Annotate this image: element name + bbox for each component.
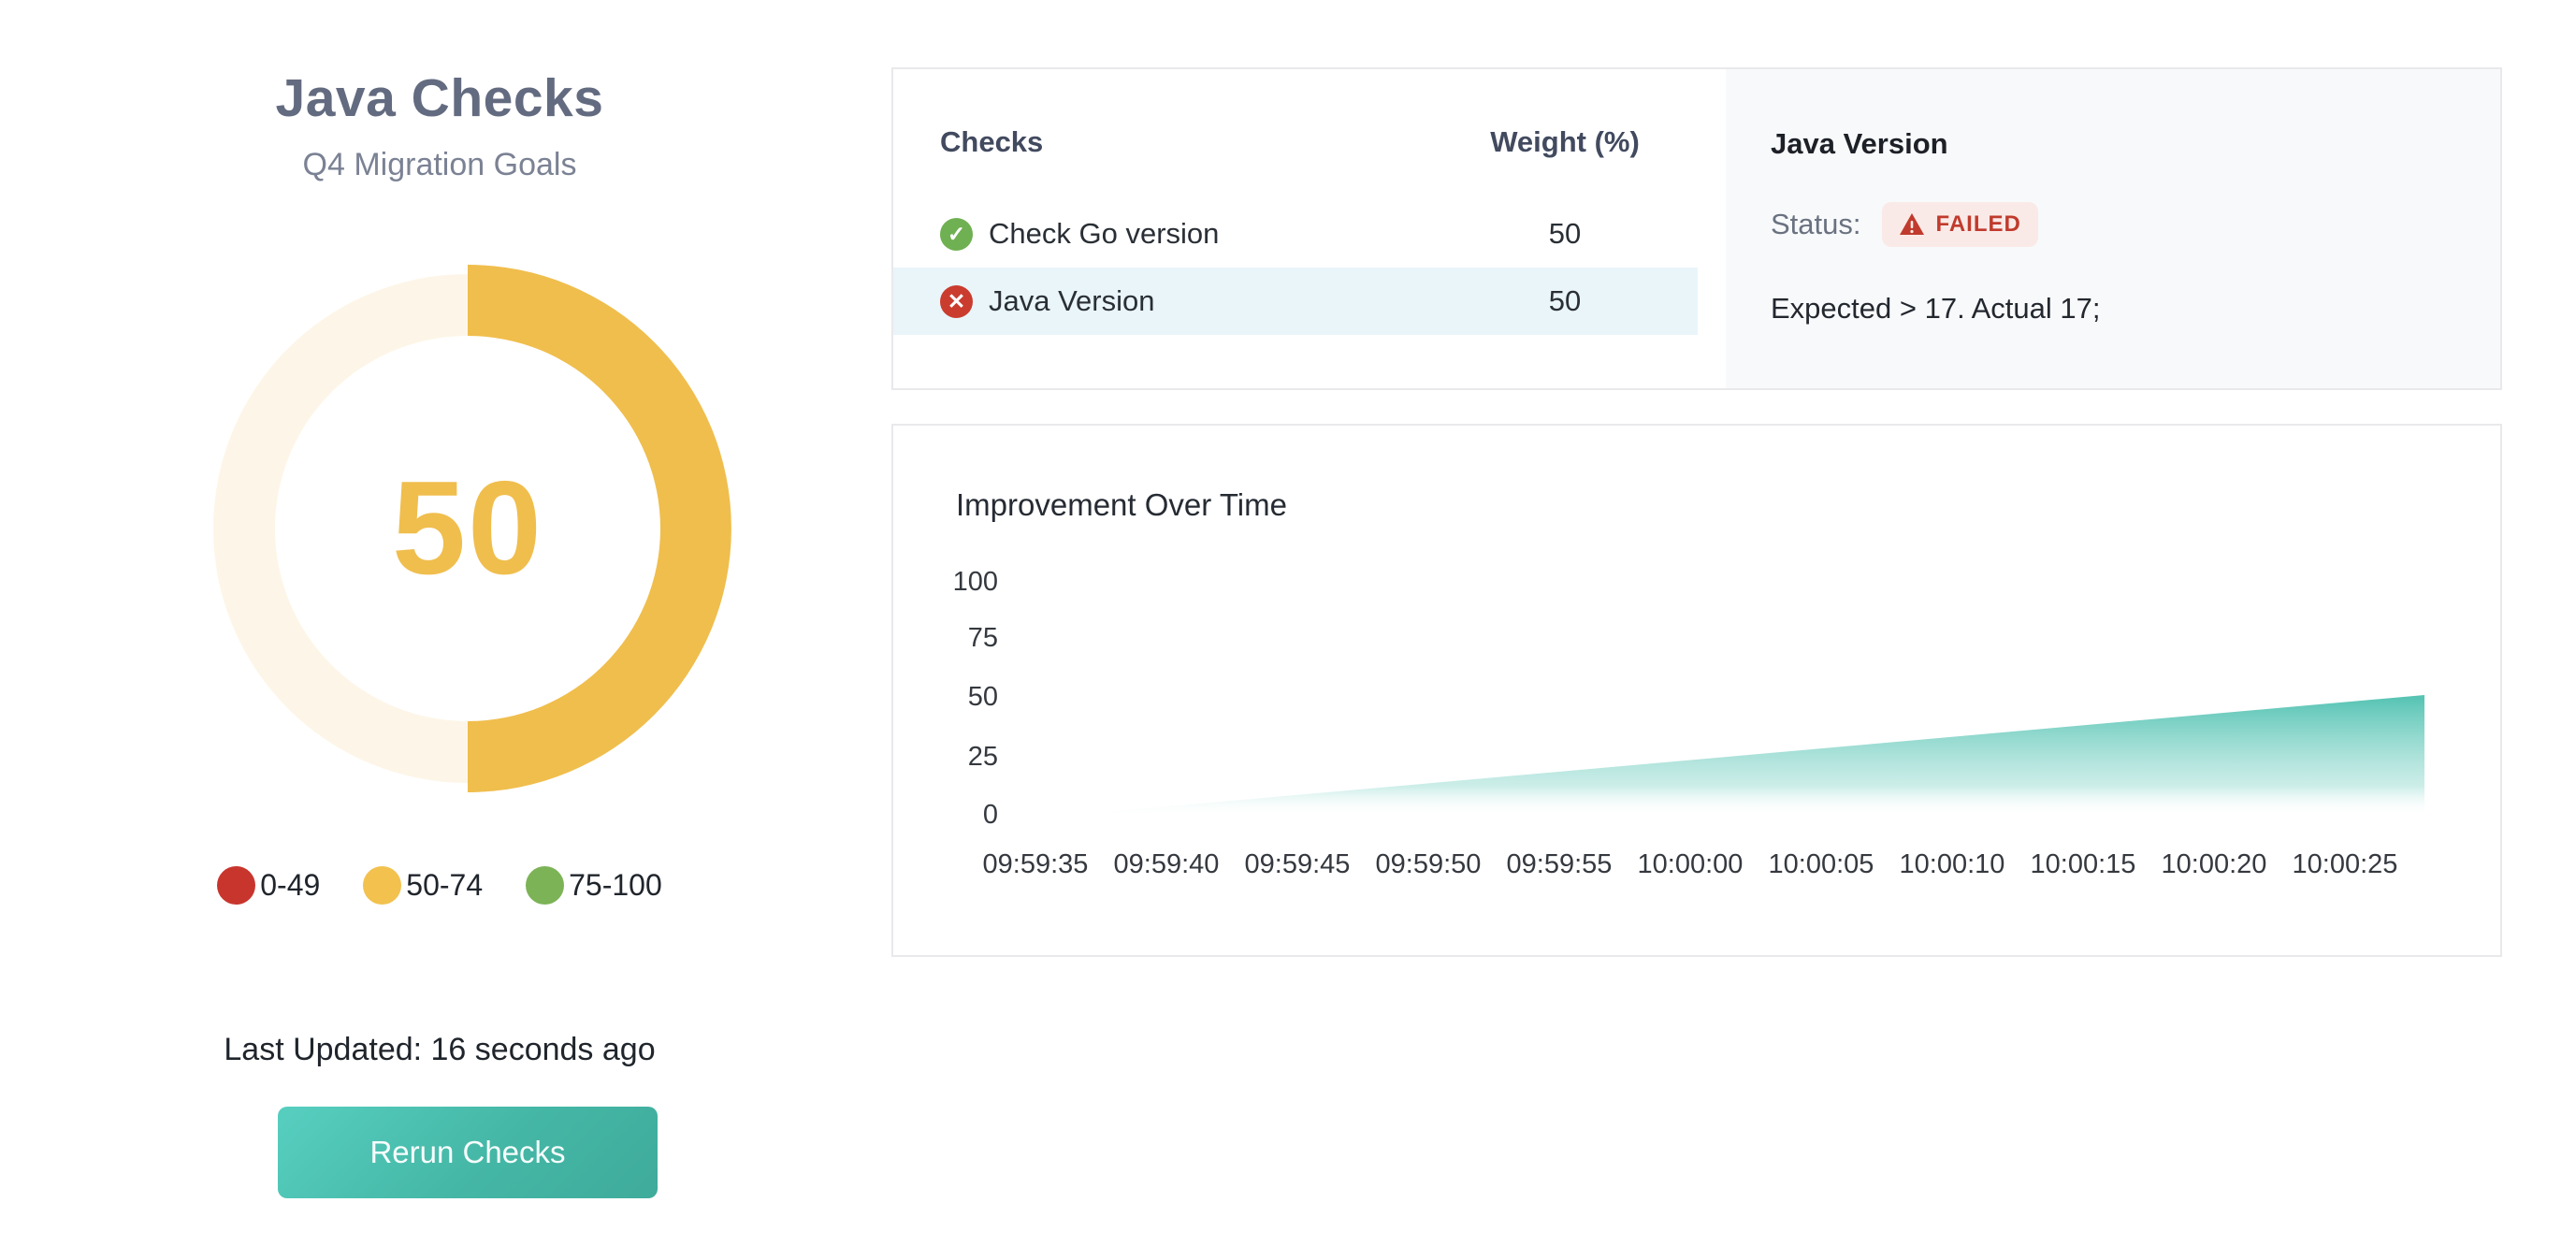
status-badge: FAILED: [1881, 202, 2038, 247]
gauge-track-segment: [213, 274, 468, 783]
legend-dot-green: [526, 866, 565, 905]
status-line: Status: FAILED: [1771, 202, 2455, 247]
legend-dot-amber: [363, 866, 402, 905]
legend-dot-red: [217, 866, 256, 905]
x-tick-10: 10:00:25: [2293, 849, 2398, 879]
x-tick-5: 10:00:00: [1638, 849, 1744, 879]
check-circle-icon: ✓: [940, 217, 973, 251]
y-tick-75: 75: [968, 623, 998, 653]
x-tick-6: 10:00:05: [1769, 849, 1874, 879]
checks-card: Checks Weight (%) ✓ Check Go version 50 …: [891, 67, 2502, 390]
legend-label: 75-100: [569, 868, 662, 902]
table-row-check-go-version[interactable]: ✓ Check Go version 50: [893, 200, 1698, 268]
detail-message: Expected > 17. Actual 17;: [1771, 292, 2101, 325]
legend-item-high: 75-100: [526, 866, 662, 905]
check-name: Java Version: [989, 284, 1155, 317]
checks-rows: ✓ Check Go version 50 ✕ Java Version 50: [893, 200, 1698, 335]
check-weight: 50: [1548, 284, 1582, 317]
chart-title: Improvement Over Time: [956, 487, 1287, 522]
legend-item-low: 0-49: [217, 866, 320, 905]
improvement-chart-card: Improvement Over Time 100 75 50 25 0 09:…: [891, 424, 2502, 957]
x-tick-0: 09:59:35: [983, 849, 1089, 879]
page-subtitle: Q4 Migration Goals: [302, 147, 577, 182]
legend-label: 0-49: [260, 868, 321, 902]
check-detail-panel: Java Version Status: FAILED Expected > 1…: [1726, 69, 2500, 388]
cross-circle-icon: ✕: [940, 284, 973, 318]
score-legend: 0-49 50-74 75-100: [0, 866, 879, 905]
legend-item-mid: 50-74: [363, 866, 483, 905]
gauge-center-value: 50: [392, 454, 543, 602]
y-tick-25: 25: [968, 742, 998, 772]
warning-triangle-icon: [1899, 213, 1924, 235]
detail-title: Java Version: [1771, 127, 1948, 160]
x-tick-3: 09:59:50: [1376, 849, 1482, 879]
column-header-checks: Checks: [940, 125, 1044, 158]
x-tick-8: 10:00:15: [2031, 849, 2136, 879]
check-weight: 50: [1548, 217, 1582, 250]
column-header-weight: Weight (%): [1490, 125, 1640, 158]
gauge-value-segment: [468, 265, 731, 792]
area-series: [1084, 695, 2424, 814]
y-tick-0: 0: [983, 800, 998, 830]
rerun-checks-button[interactable]: Rerun Checks: [278, 1107, 658, 1198]
page-title: Java Checks: [275, 68, 604, 128]
x-tick-4: 09:59:55: [1507, 849, 1613, 879]
status-label: Status:: [1771, 208, 1861, 240]
x-tick-7: 10:00:10: [1900, 849, 2005, 879]
summary-panel: Java Checks Q4 Migration Goals 50 0-49 5…: [0, 0, 879, 1246]
x-tick-2: 09:59:45: [1245, 849, 1351, 879]
table-row-java-version[interactable]: ✕ Java Version 50: [893, 268, 1698, 335]
checks-table: Checks Weight (%) ✓ Check Go version 50 …: [893, 69, 1726, 388]
checks-table-header: Checks Weight (%): [940, 125, 1654, 159]
check-name: Check Go version: [989, 217, 1220, 250]
donut-chart: [213, 265, 731, 792]
status-badge-text: FAILED: [1935, 211, 2021, 237]
legend-label: 50-74: [406, 868, 484, 902]
x-tick-9: 10:00:20: [2162, 849, 2267, 879]
improvement-area-chart: 100 75 50 25 0 09:59:35 09:59:40 09:59:4…: [953, 567, 2424, 879]
score-gauge: 50: [196, 257, 739, 800]
y-tick-50: 50: [968, 682, 998, 712]
x-tick-1: 09:59:40: [1114, 849, 1220, 879]
last-updated-text: Last Updated: 16 seconds ago: [224, 1032, 656, 1067]
y-tick-100: 100: [953, 567, 998, 597]
